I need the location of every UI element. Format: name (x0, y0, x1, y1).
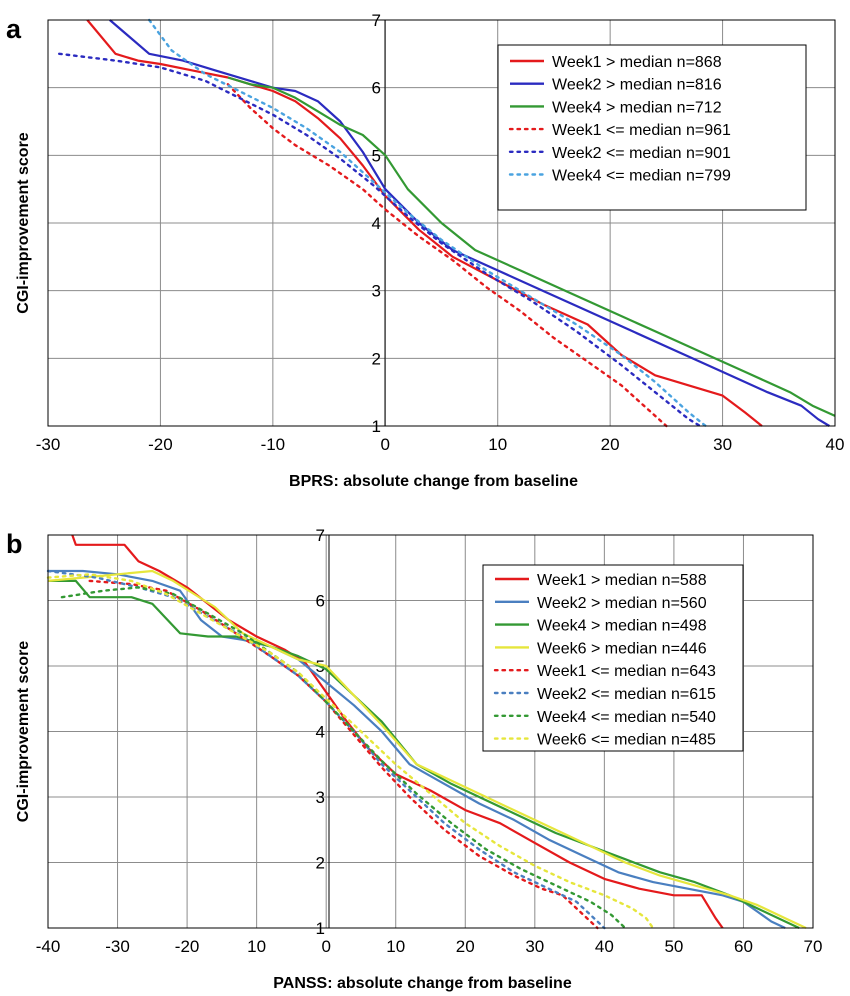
legend-label: Week4 > median n=712 (552, 99, 722, 116)
y-tick-label: 5 (372, 146, 381, 165)
legend-label: Week4 <= median n=799 (552, 168, 731, 185)
legend-label: Week2 <= median n=901 (552, 145, 731, 162)
x-tick-label: -30 (105, 937, 130, 956)
y-tick-label: 4 (316, 723, 325, 742)
x-tick-label: 10 (488, 435, 507, 454)
x-tick-label: 30 (525, 937, 544, 956)
x-tick-label: 40 (826, 435, 845, 454)
x-tick-label: -30 (36, 435, 61, 454)
chart-panel-b: b-40 -30 -20 10 0 10 20 30 40 50 60 701234567PANSS:… (6, 526, 822, 992)
panel-label: a (6, 14, 22, 44)
panel-label: b (6, 529, 23, 559)
x-tick-label: 50 (664, 937, 683, 956)
y-tick-label: 6 (316, 592, 325, 611)
y-tick-label: 3 (316, 788, 325, 807)
y-tick-label: 2 (372, 349, 381, 368)
legend-label: Week1 <= median n=961 (552, 122, 731, 139)
y-tick-label: 2 (316, 854, 325, 873)
series-line (86, 19, 763, 427)
y-tick-label: 6 (372, 79, 381, 98)
series-line (227, 76, 836, 417)
series-line (109, 19, 830, 427)
x-tick-label: -10 (261, 435, 286, 454)
legend-label: Week6 <= median n=485 (537, 732, 716, 749)
plot-frame (47, 19, 836, 427)
x-axis-title: PANSS: absolute change from baseline (273, 975, 572, 992)
x-tick-label: 20 (601, 435, 620, 454)
legend-label: Week1 <= median n=643 (537, 663, 716, 680)
y-axis-title: CGI-improvement score (15, 132, 32, 313)
x-tick-label: 10 (386, 937, 405, 956)
x-tick-label: -20 (175, 937, 200, 956)
plot-frame (47, 534, 814, 929)
x-tick-label: 0 (381, 435, 390, 454)
legend-box (482, 564, 744, 752)
y-tick-label: 3 (372, 282, 381, 301)
series-line (226, 83, 668, 428)
x-tick-label: 70 (804, 937, 823, 956)
legend-label: Week2 > median n=560 (537, 595, 707, 612)
x-tick-label: -20 (148, 435, 173, 454)
series-line (47, 569, 807, 929)
series-line (58, 52, 702, 428)
x-tick-label: -40 (36, 937, 61, 956)
legend-label: Week2 > median n=816 (552, 77, 722, 94)
series-line (46, 573, 655, 930)
legend-label: Week4 <= median n=540 (537, 709, 716, 726)
x-tick-label: 0 (321, 937, 330, 956)
x-tick-label: 10 (247, 937, 266, 956)
series-line (60, 586, 627, 930)
legend-label: Week1 > median n=588 (537, 572, 707, 589)
legend-label: Week2 <= median n=615 (537, 686, 716, 703)
legend-box (497, 44, 807, 211)
legend-label: Week6 > median n=446 (537, 640, 707, 657)
legend-label: Week1 > median n=868 (552, 54, 722, 71)
x-tick-label: 60 (734, 937, 753, 956)
y-tick-label: 4 (372, 214, 381, 233)
x-tick-label: 30 (713, 435, 732, 454)
series-line (148, 18, 707, 428)
x-axis-title: BPRS: absolute change from baseline (289, 473, 578, 490)
x-tick-label: 40 (595, 937, 614, 956)
x-tick-label: 20 (456, 937, 475, 956)
legend-label: Week4 > median n=498 (537, 618, 707, 635)
y-axis-title: CGI-improvement score (15, 641, 32, 822)
